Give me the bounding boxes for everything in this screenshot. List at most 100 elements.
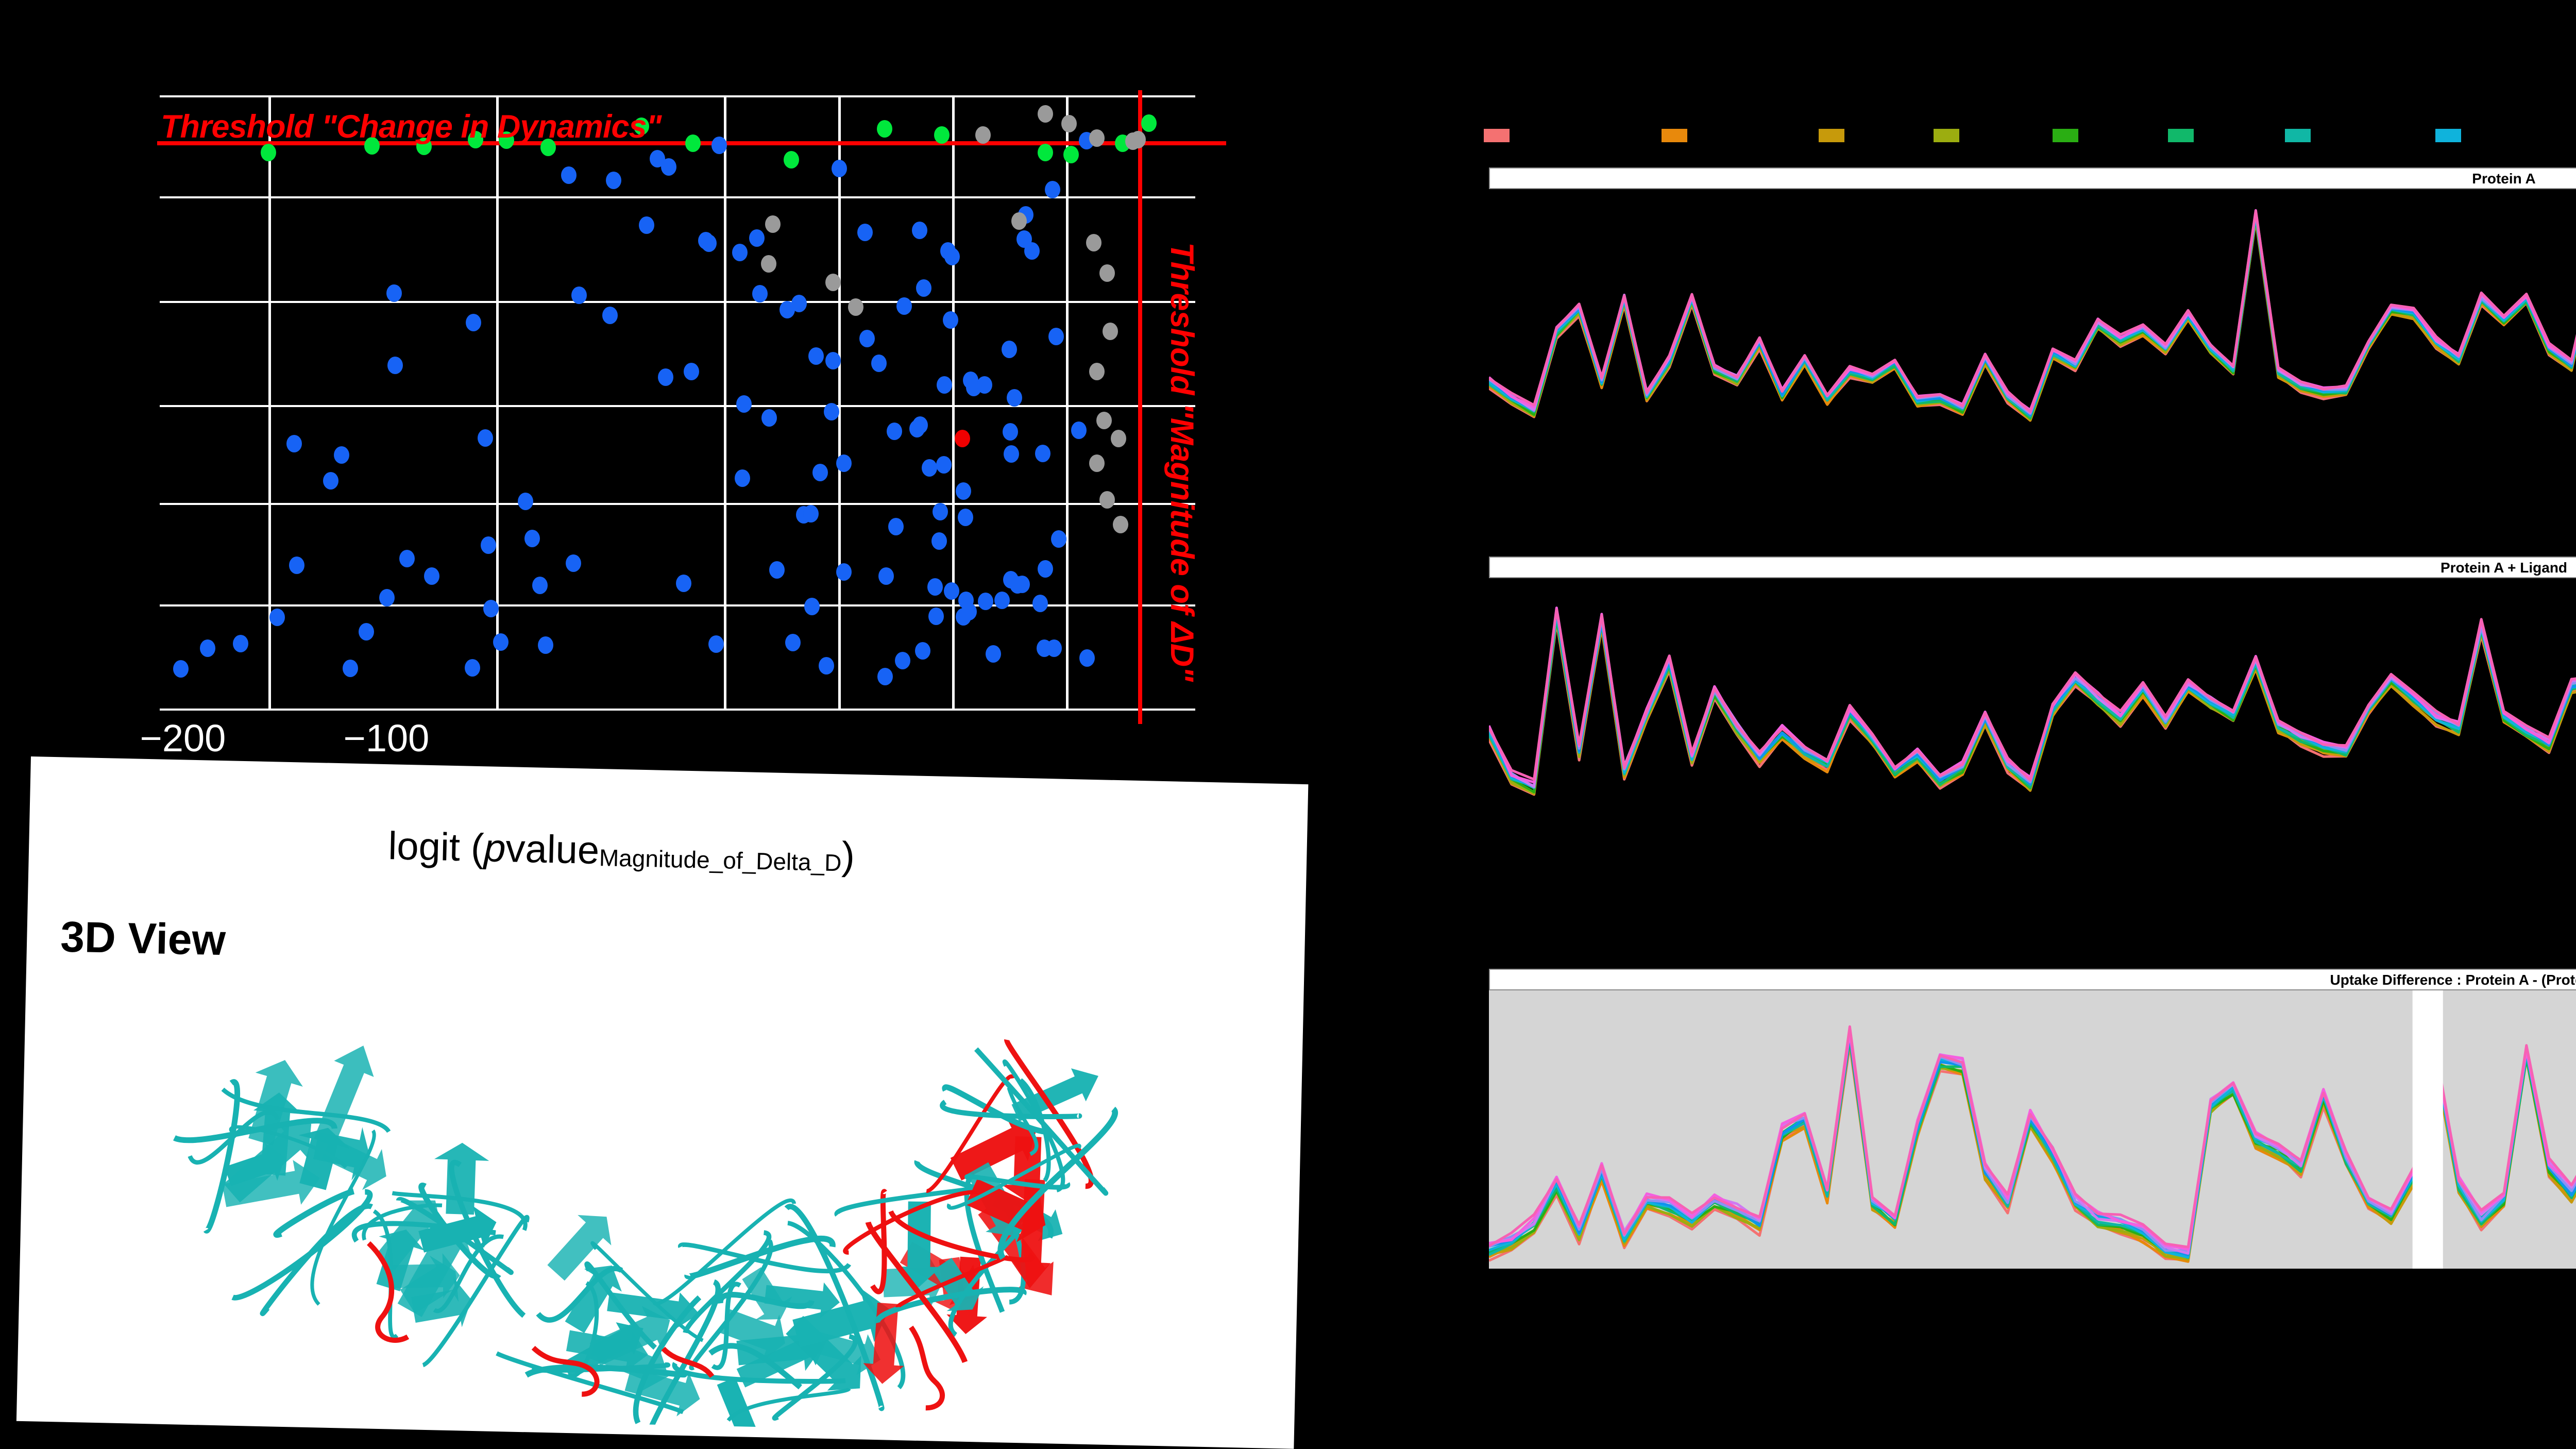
volcano-data-point[interactable] [752,285,768,303]
uptake-trace-t12[interactable] [1489,1031,2576,1251]
volcano-data-point[interactable] [878,567,894,585]
volcano-data-point[interactable] [932,503,948,521]
volcano-data-point[interactable] [386,284,402,302]
uptake-trace-t2[interactable] [1489,1038,2576,1263]
volcano-data-point[interactable] [825,273,841,291]
volcano-data-point[interactable] [785,633,801,651]
volcano-data-point[interactable] [975,126,991,144]
volcano-data-point[interactable] [888,517,904,535]
volcano-data-point[interactable] [199,639,215,658]
volcano-data-point[interactable] [468,130,484,148]
volcano-data-point[interactable] [859,329,875,347]
volcano-data-point[interactable] [676,575,692,593]
volcano-data-point[interactable] [977,593,993,611]
volcano-data-point[interactable] [977,376,993,394]
volcano-data-point[interactable] [561,166,577,184]
volcano-data-point[interactable] [825,351,841,369]
volcano-data-point[interactable] [602,306,618,324]
volcano-data-point[interactable] [761,409,777,427]
volcano-data-point[interactable] [1046,639,1062,657]
volcano-data-point[interactable] [1063,146,1079,164]
chart-block-protein-a-ligand[interactable]: Protein A + Ligand [1489,557,2576,820]
volcano-data-point[interactable] [606,171,622,189]
volcano-data-point[interactable] [538,636,554,654]
volcano-data-point[interactable] [478,429,494,447]
volcano-data-point[interactable] [760,255,776,273]
volcano-data-point[interactable] [1099,264,1115,282]
legend-swatch-timepoint-7[interactable] [2284,129,2311,142]
volcano-data-point[interactable] [173,660,189,678]
volcano-data-point[interactable] [994,591,1010,609]
volcano-data-point[interactable] [493,633,509,651]
volcano-data-point[interactable] [808,347,824,365]
volcano-data-point[interactable] [1011,212,1027,230]
threshold-magnitude-of-delta-d-line[interactable] [1138,90,1143,724]
three-d-view-card[interactable]: logit (pvalueMagnitude_of_Delta_D) 3D Vi… [16,756,1309,1449]
volcano-data-point[interactable] [857,223,873,241]
volcano-data-point[interactable] [261,143,277,161]
uptake-trace-t2[interactable] [1489,616,2576,796]
volcano-data-point[interactable] [955,482,971,500]
volcano-data-point[interactable] [1006,389,1022,407]
volcano-data-point[interactable] [269,608,285,626]
volcano-data-point[interactable] [358,623,374,641]
volcano-data-point[interactable] [836,454,852,473]
volcano-data-point[interactable] [399,550,415,568]
volcano-data-point[interactable] [958,509,974,527]
volcano-data-point[interactable] [481,536,497,554]
volcano-data-point[interactable] [942,311,958,329]
volcano-data-point[interactable] [657,368,673,386]
volcano-data-point[interactable] [1089,454,1105,472]
volcano-data-point[interactable] [1048,327,1064,345]
volcano-data-point[interactable] [1002,341,1018,359]
uptake-trace-t8[interactable] [1489,213,2576,417]
volcano-data-point[interactable] [1032,594,1048,612]
volcano-data-point[interactable] [736,395,752,413]
volcano-data-point[interactable] [532,576,548,594]
volcano-data-point[interactable] [1079,649,1095,667]
volcano-data-point[interactable] [1037,105,1053,123]
volcano-data-point[interactable] [342,660,358,678]
uptake-chart-protein-a-ligand[interactable] [1489,578,2576,820]
volcano-data-point[interactable] [416,137,432,155]
volcano-data-point[interactable] [955,608,971,626]
volcano-data-point[interactable] [1071,421,1087,439]
volcano-data-point[interactable] [896,297,912,315]
volcano-data-point[interactable] [894,652,910,670]
volcano-data-point[interactable] [633,117,649,135]
volcano-data-point[interactable] [499,131,515,149]
volcano-data-point[interactable] [877,668,893,686]
volcano-data-point[interactable] [333,446,349,464]
legend-swatch-timepoint-2[interactable] [1662,129,1688,142]
volcano-data-point[interactable] [1089,129,1105,147]
legend-swatch-timepoint-4[interactable] [1933,129,1959,142]
volcano-data-point[interactable] [784,150,800,169]
volcano-data-point[interactable] [518,493,534,511]
volcano-data-point[interactable] [424,567,440,585]
volcano-data-point[interactable] [571,286,587,304]
volcano-data-point[interactable] [1096,411,1112,429]
volcano-data-point[interactable] [1061,114,1077,132]
volcano-data-point[interactable] [779,301,795,319]
chart-block-protein-a[interactable]: Protein A [1489,167,2576,431]
legend-swatch-timepoint-1[interactable] [1484,129,1510,142]
volcano-data-point[interactable] [765,215,781,233]
volcano-data-point[interactable] [683,362,699,380]
volcano-data-point[interactable] [848,298,863,316]
volcano-data-point[interactable] [1130,130,1146,148]
uptake-trace-t12[interactable] [1489,209,2576,412]
volcano-data-point[interactable] [1037,143,1053,161]
volcano-data-point[interactable] [465,313,481,331]
volcano-data-point[interactable] [819,657,835,675]
volcano-data-point[interactable] [1113,516,1129,533]
volcano-data-point[interactable] [954,430,970,448]
volcano-data-point[interactable] [1089,362,1105,380]
uptake-chart-uptake-difference[interactable] [1489,990,2576,1269]
uptake-chart-protein-a[interactable] [1489,189,2576,431]
volcano-data-point[interactable] [1141,114,1157,132]
volcano-data-point[interactable] [803,505,819,523]
volcano-data-point[interactable] [911,221,927,239]
volcano-data-point[interactable] [732,243,748,261]
volcano-data-point[interactable] [364,137,380,155]
volcano-data-point[interactable] [1014,575,1030,593]
